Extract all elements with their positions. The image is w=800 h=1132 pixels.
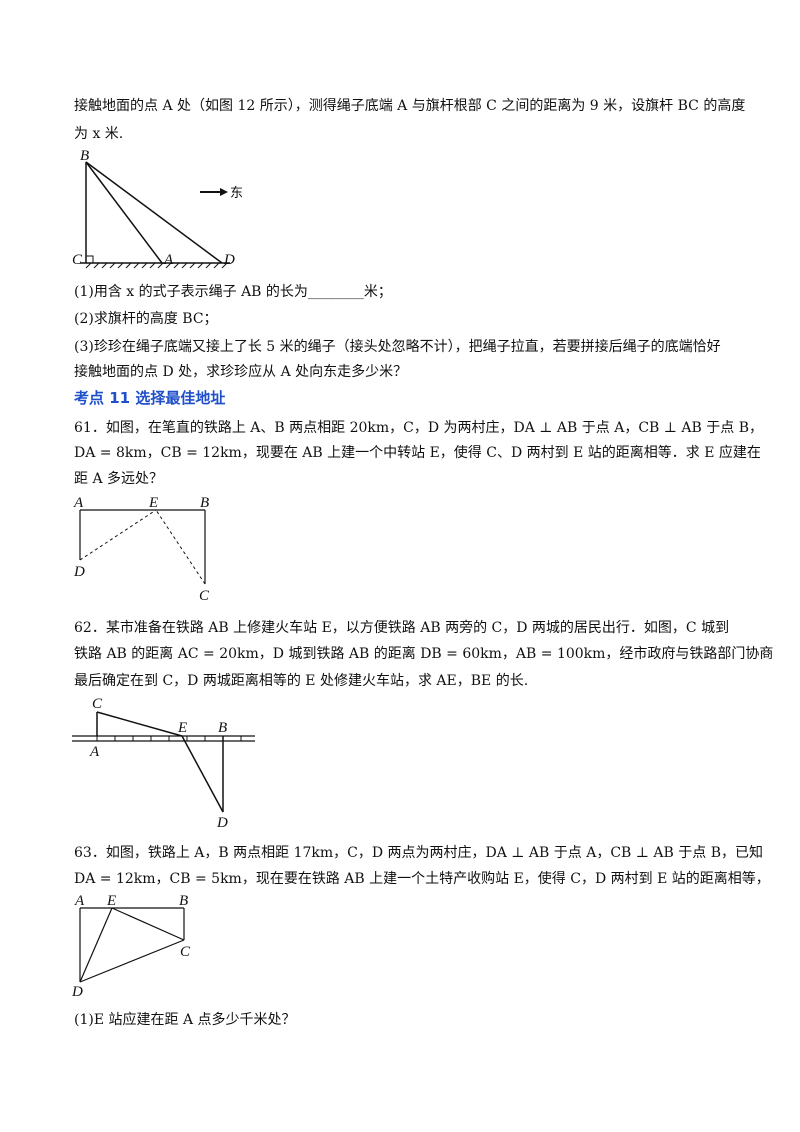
ground-hatching [85, 262, 228, 269]
segment-dc [79, 939, 185, 983]
label-a: A [89, 744, 100, 760]
question-part-3-line-2: 接触地面的点 D 处，求珍珍应从 A 处向东走多少米？ [74, 364, 408, 380]
label-b: B [218, 720, 227, 736]
segment-ce [155, 509, 206, 585]
rope-ba [85, 161, 163, 264]
intro-line-2: 为 x 米. [74, 126, 124, 142]
label-c: C [199, 588, 210, 604]
label-c: C [180, 944, 191, 960]
problem-61-line-3: 距 A 多远处？ [74, 471, 164, 487]
section-heading: 考点 11 选择最佳地址 [74, 389, 226, 407]
label-a: A [73, 495, 84, 511]
intro-line-1: 接触地面的点 A 处（如图 12 所示），测得绳子底端 A 与旗杆根部 C 之间… [74, 98, 746, 114]
rope-bd [85, 161, 223, 264]
problem-62-line-3: 最后确定在到 C，D 两城距离相等的 E 处修建火车站，求 AE，BE 的长. [74, 673, 529, 689]
arrow-head-icon [220, 188, 228, 196]
railway-ties [96, 736, 242, 741]
label-d: D [73, 564, 85, 580]
label-b: B [200, 495, 209, 511]
problem-62-line-1: 62．某市准备在铁路 AB 上修建火车站 E，以方便铁路 AB 两旁的 C，D … [74, 620, 730, 636]
right-angle-mark [85, 255, 94, 264]
label-b: B [80, 148, 89, 164]
label-e: E [148, 495, 158, 511]
figure-problem-62: C E B A D [72, 696, 255, 831]
figure-problem-63: A E B C D [71, 893, 191, 1000]
east-label: 东 [230, 186, 243, 201]
problem-63-sub-1: (1)E 站应建在距 A 点多少千米处？ [74, 1012, 296, 1028]
problem-63-line-1: 63．如图，铁路上 A，B 两点相距 17km，C，D 两点为两村庄，DA ⊥ … [74, 845, 763, 861]
label-e: E [106, 893, 116, 909]
question-part-2: (2)求旗杆的高度 BC； [74, 311, 218, 327]
segment-de [79, 907, 113, 983]
figure-flagpole: B C A D 东 [72, 148, 243, 269]
problem-61-line-2: DA = 8km，CB = 12km，现要在 AB 上建一个中转站 E，使得 C… [74, 445, 761, 461]
question-part-1: (1)用含 x 的式子表示绳子 AB 的长为________米； [74, 284, 392, 300]
label-c: C [92, 696, 103, 712]
problem-61-line-1: 61．如图，在笔直的铁路上 A、B 两点相距 20km，C，D 为两村庄，DA … [74, 420, 763, 436]
label-e: E [177, 720, 187, 736]
label-a: A [74, 893, 85, 909]
problem-62-line-2: 铁路 AB 的距离 AC = 20km，D 城到铁路 AB 的距离 DB = 6… [74, 646, 774, 662]
segment-de [79, 509, 157, 561]
segment-ed [181, 735, 224, 813]
label-d: D [223, 252, 235, 268]
segment-ce [96, 711, 183, 737]
question-part-3-line-1: (3)珍珍在绳子底端又接上了长 5 米的绳子（接头处忽略不计），把绳子拉直，若要… [74, 339, 721, 355]
label-b: B [179, 893, 188, 909]
label-d: D [216, 815, 228, 831]
segment-ec [111, 907, 185, 941]
problem-63-line-2: DA = 12km，CB = 5km，现在要在铁路 AB 上建一个土特产收购站 … [74, 871, 770, 887]
label-a: A [163, 252, 174, 268]
label-c: C [72, 252, 83, 268]
label-d: D [71, 984, 83, 1000]
figure-problem-61: A E B D C [73, 495, 210, 604]
